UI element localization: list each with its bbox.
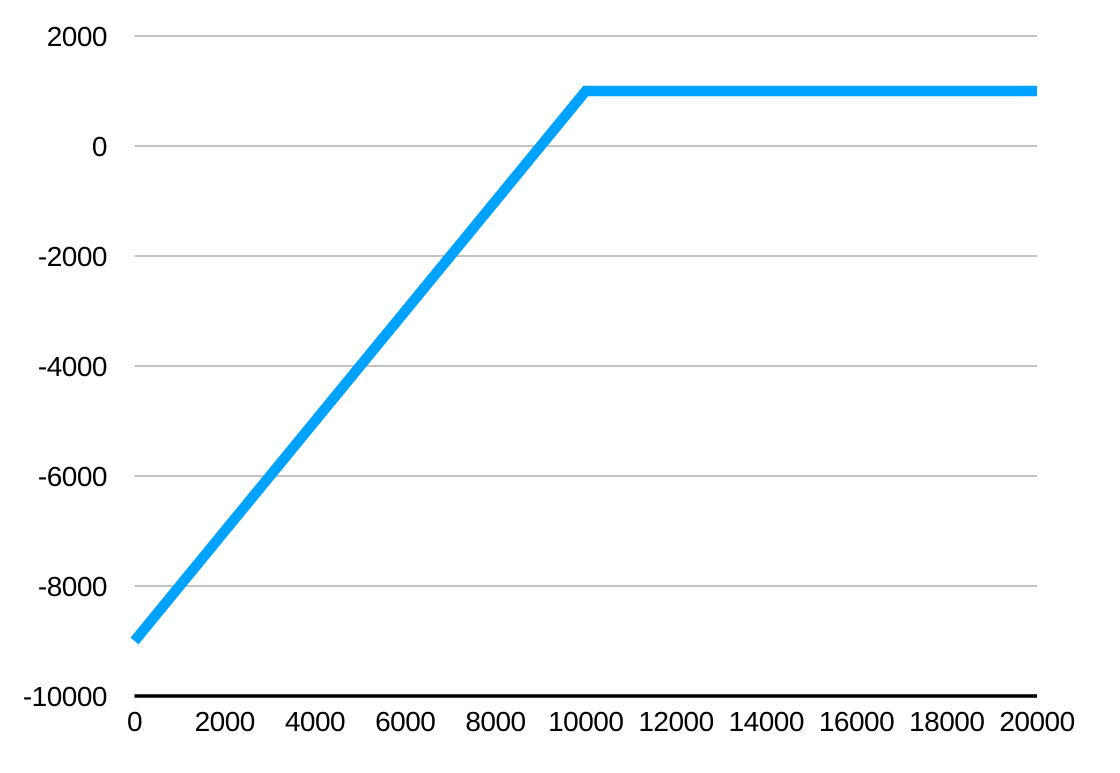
x-tick-label-6000: 6000 (375, 706, 435, 737)
y-tick-label--4000: -4000 (38, 351, 107, 382)
x-tick-label-12000: 12000 (638, 706, 713, 737)
series-group (130, 85, 1037, 645)
x-tick-label-18000: 18000 (909, 706, 984, 737)
x-tick-label-20000: 20000 (999, 706, 1074, 737)
x-tick-label-0: 0 (127, 706, 142, 737)
y-tick-label-2000: 2000 (47, 21, 107, 52)
y-tick-labels-group: 2000 0 -2000 -4000 -6000 -8000 -10000 (23, 21, 108, 712)
data-line-series-1 (130, 85, 1037, 645)
x-tick-label-10000: 10000 (548, 706, 623, 737)
x-tick-labels-group: 0 2000 4000 6000 8000 10000 12000 14000 16000 180… (127, 706, 1075, 737)
x-tick-label-16000: 16000 (819, 706, 894, 737)
x-tick-label-2000: 2000 (195, 706, 255, 737)
y-tick-label-0: 0 (92, 131, 107, 162)
y-tick-label--2000: -2000 (38, 241, 107, 272)
x-tick-label-8000: 8000 (465, 706, 525, 737)
x-tick-label-4000: 4000 (285, 706, 345, 737)
y-tick-label--10000: -10000 (23, 681, 107, 712)
y-tick-label--8000: -8000 (38, 571, 107, 602)
gridlines-group (134, 35, 1037, 587)
x-tick-label-14000: 14000 (729, 706, 804, 737)
y-tick-label--6000: -6000 (38, 461, 107, 492)
